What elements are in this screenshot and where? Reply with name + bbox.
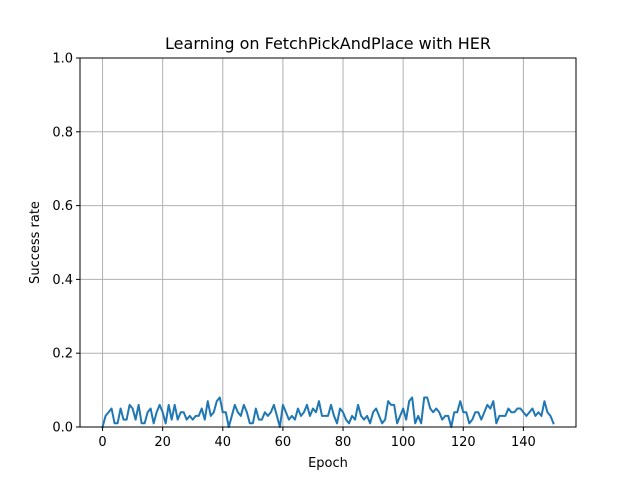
x-tick-label: 120 — [451, 435, 476, 450]
ticks: 0 20 40 60 80 100 120 140 0.0 0.2 0.4 0.6 0.8 1.0 — [52, 52, 535, 451]
plot-frame — [79, 57, 577, 428]
y-tick-label: 0.2 — [52, 347, 73, 362]
plot-area — [80, 58, 576, 427]
x-tick-label: 100 — [391, 435, 416, 450]
y-tick-label: 0.8 — [52, 125, 73, 140]
y-tick-label: 1.0 — [52, 52, 73, 67]
x-tick-label: 140 — [511, 435, 536, 450]
y-tick-label: 0.4 — [52, 273, 73, 288]
x-tick-label: 60 — [275, 435, 292, 450]
chart-title: Learning on FetchPickAndPlace with HER — [165, 34, 491, 53]
y-tick-label: 0.6 — [52, 199, 73, 214]
y-axis-label: Success rate — [28, 201, 43, 284]
x-tick-label: 40 — [215, 435, 232, 450]
y-tick-label: 0.0 — [52, 421, 73, 436]
x-tick-label: 80 — [335, 435, 352, 450]
x-tick-label: 0 — [98, 435, 106, 450]
x-axis-label: Epoch — [308, 456, 348, 471]
x-tick-label: 20 — [154, 435, 171, 450]
success-rate-line — [101, 396, 555, 429]
series-layer — [101, 396, 555, 429]
